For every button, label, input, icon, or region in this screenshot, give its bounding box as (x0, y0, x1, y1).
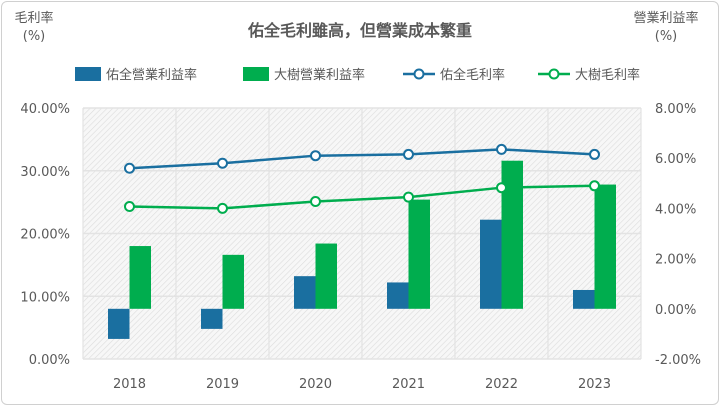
legend-label: 大樹營業利益率 (274, 67, 365, 83)
chart-title: 佑全毛利雖高，但營業成本繁重 (247, 21, 472, 40)
right-tick-label: 0.00% (655, 303, 696, 318)
line-point (310, 195, 321, 207)
line-point (403, 148, 414, 160)
x-tick-label: 2020 (299, 377, 332, 392)
left-tick-label: 0.00% (29, 353, 70, 368)
x-tick-label: 2023 (578, 377, 611, 392)
bar-youquan-2021 (387, 282, 409, 309)
x-tick-label: 2019 (206, 377, 239, 392)
line-point (403, 191, 414, 203)
bar-dashu-2019 (222, 254, 244, 309)
right-axis-label: 營業利益率 (633, 10, 698, 26)
x-tick-label: 2022 (485, 377, 518, 392)
left-tick-label: 30.00% (20, 165, 70, 180)
left-tick-label: 20.00% (20, 228, 70, 243)
line-point (496, 182, 507, 194)
line-point (217, 157, 228, 169)
bar-dashu-2023 (594, 184, 616, 309)
line-point (124, 201, 135, 213)
left-tick-label: 10.00% (20, 290, 70, 305)
line-point (217, 202, 228, 214)
right-tick-label: 8.00% (655, 102, 696, 117)
left-tick-label: 40.00% (20, 102, 70, 117)
bar-dashu-2022 (501, 160, 523, 309)
line-dashu-gross-margin (129, 184, 595, 210)
right-tick-label: 4.00% (655, 202, 696, 217)
legend-label: 大樹毛利率 (575, 67, 640, 83)
legend-swatch (243, 67, 269, 81)
legend-swatch (75, 67, 101, 81)
legend-marker (548, 68, 560, 80)
line-youquan-gross-margin (129, 148, 595, 170)
bar-youquan-2023 (573, 289, 595, 309)
line-point (589, 180, 600, 192)
legend-label: 佑全毛利率 (440, 67, 505, 83)
line-point (496, 143, 507, 155)
left-axis-label: 毛利率 (14, 10, 53, 26)
x-tick-label: 2018 (113, 377, 146, 392)
bar-dashu-2021 (408, 199, 430, 309)
legend: 佑全營業利益率 大樹營業利益率 佑全毛利率 大樹毛利率 (75, 67, 640, 83)
line-point (589, 148, 600, 160)
right-tick-label: -2.00% (655, 353, 701, 368)
bar-youquan-2018 (108, 308, 130, 339)
left-axis-unit: (%) (23, 29, 46, 44)
bar-youquan-2019 (201, 308, 223, 329)
x-tick-label: 2021 (392, 377, 425, 392)
line-point (310, 150, 321, 162)
legend-marker (413, 68, 425, 80)
right-axis-unit: (%) (655, 29, 678, 44)
bar-dashu-2018 (129, 246, 151, 309)
line-point (124, 162, 135, 174)
right-tick-label: 6.00% (655, 152, 696, 167)
bar-dashu-2020 (315, 243, 337, 309)
bar-youquan-2020 (294, 276, 316, 309)
bar-youquan-2022 (480, 219, 502, 309)
right-tick-label: 2.00% (655, 253, 696, 268)
legend-label: 佑全營業利益率 (106, 67, 197, 83)
